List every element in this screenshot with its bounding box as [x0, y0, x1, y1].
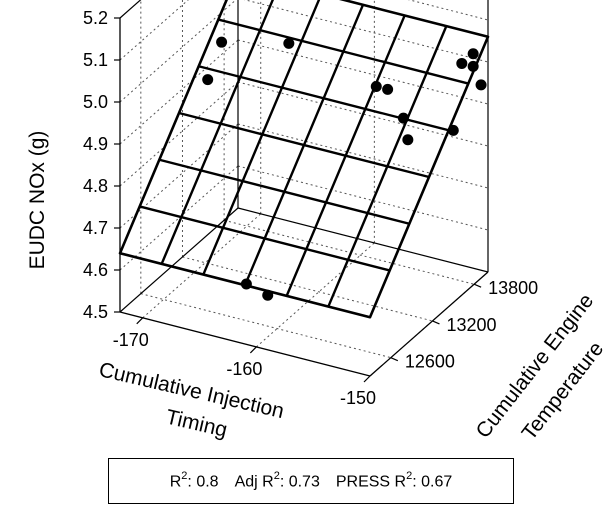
y-tick-mark [473, 283, 482, 288]
frame-floor-back-edge [237, 207, 489, 273]
x-tick-label: -150 [340, 388, 376, 408]
x-tick-label: -160 [226, 359, 262, 379]
surface-grid-line [198, 65, 449, 132]
data-point [382, 83, 394, 95]
axes-frame [114, 0, 489, 383]
grid-line-left-wall [119, 165, 239, 271]
grid-line-back-wall [237, 39, 489, 105]
data-point [467, 48, 479, 60]
r2-stat: R2: 0.8 [169, 469, 219, 491]
y-tick-mark [432, 320, 440, 325]
grid-line-back-wall [243, 0, 489, 63]
grid-line-floor [142, 213, 262, 319]
data-points [202, 36, 487, 301]
grid-line-left-wall [119, 81, 239, 187]
data-point [397, 112, 409, 124]
z-tick-label: 4.7 [83, 218, 108, 238]
z-tick-label: 4.9 [83, 134, 108, 154]
grid-line-floor [140, 293, 391, 359]
grid-line-floor [256, 242, 375, 348]
data-point [475, 79, 487, 91]
surface-grid-line [327, 25, 448, 307]
frame-top-left-edge [119, 0, 142, 19]
z-tick-label: 5.1 [83, 50, 108, 70]
data-point [262, 289, 274, 301]
x-axis-title-line2: Timing [164, 405, 230, 441]
z-axis-title: EUDC NOx (g) [26, 131, 49, 270]
x-tick-mark [363, 375, 371, 383]
y-tick-label: 12600 [405, 352, 455, 372]
y-tick-label: 13200 [446, 315, 496, 335]
z-tick-label: 5.0 [83, 92, 108, 112]
grid-line-floor [223, 219, 475, 285]
data-point [283, 37, 295, 49]
data-point [402, 134, 414, 146]
grid-line-floor [182, 256, 433, 322]
data-point [240, 278, 252, 290]
data-point [447, 124, 459, 136]
z-tick-label: 4.6 [83, 260, 108, 280]
grid-line-left-wall [119, 39, 239, 145]
fit-stats-box: R2: 0.8 Adj R2: 0.73 PRESS R2: 0.67 [108, 458, 514, 504]
x-tick-mark [249, 346, 257, 354]
frame-floor-left-edge [119, 207, 239, 313]
y-axis-line [369, 271, 489, 377]
surface-grid-line [178, 111, 430, 179]
y-tick-mark [390, 357, 399, 362]
z-tick-label: 4.8 [83, 176, 108, 196]
z-tick-label: 5.2 [83, 8, 108, 28]
grid-line-back-wall [237, 123, 489, 189]
z-tick-label: 4.5 [83, 302, 108, 322]
grid-line-left-wall [119, 123, 239, 229]
y-tick-label: 13800 [488, 278, 538, 298]
data-point [467, 60, 479, 72]
press-r2-stat: PRESS R2: 0.67 [335, 469, 453, 491]
grid-line-back-wall [407, 0, 489, 21]
surface-grid-line [218, 18, 469, 85]
data-point [370, 80, 382, 92]
grid-line-left-wall [119, 0, 237, 103]
data-point [456, 57, 468, 69]
x-tick-label: -170 [113, 330, 149, 350]
surface-grid-line [285, 15, 406, 297]
grid-line-left-wall [119, 0, 189, 61]
adj-r2-stat: Adj R2: 0.73 [234, 469, 320, 491]
data-point [216, 36, 228, 48]
tick-labels: 4.5 4.6 4.7 4.8 4.9 5.0 5.1 5.2 -170 -160 -150 1260… [83, 8, 538, 408]
x-tick-mark [136, 317, 144, 325]
fitted-surface [118, 0, 490, 319]
data-point [202, 74, 214, 86]
grid-line-back-wall [237, 165, 489, 231]
x-axis-line [119, 311, 371, 377]
